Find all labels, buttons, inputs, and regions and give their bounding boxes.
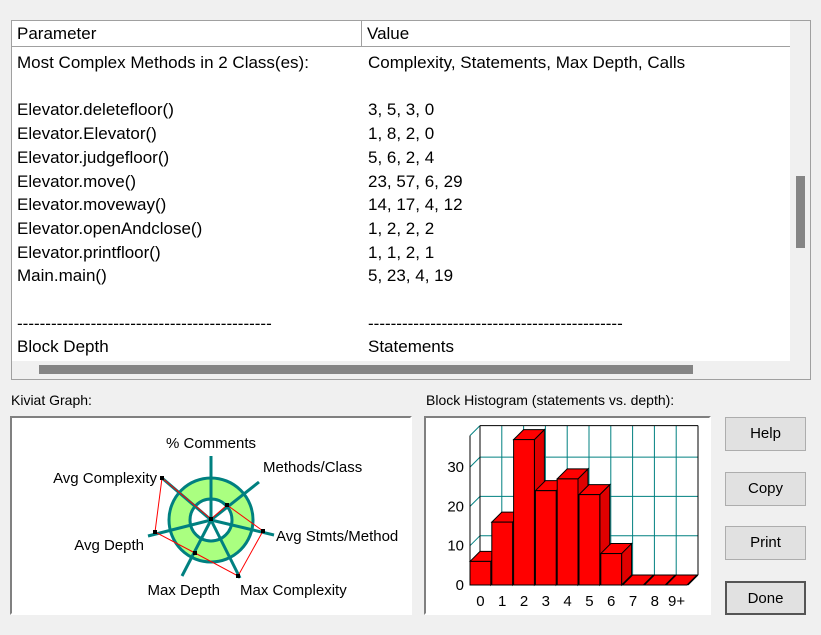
bar-top	[664, 574, 699, 586]
kiviat-point	[225, 503, 229, 507]
value-cell: Complexity, Statements, Max Depth, Calls	[368, 53, 686, 72]
y-tick-label: 30	[447, 459, 464, 476]
kiviat-point	[261, 529, 265, 533]
vertical-scrollbar[interactable]	[790, 21, 810, 361]
value-cell: 5, 6, 2, 4	[368, 147, 435, 167]
grid-line-side	[469, 535, 481, 547]
kiviat-point	[236, 574, 240, 578]
value-cell: 14, 17, 4, 12	[368, 195, 463, 215]
x-tick-label: 1	[498, 593, 506, 610]
kiviat-axis	[180, 519, 213, 577]
bar-top	[621, 574, 655, 586]
kiviat-point	[193, 551, 197, 555]
x-tick-label: 6	[607, 593, 615, 610]
value-cell: 23, 57, 6, 29	[368, 171, 463, 191]
kiviat-axis-label: Avg Depth	[74, 537, 144, 554]
value-cell: 3, 5, 3, 0	[368, 100, 435, 120]
done-button[interactable]: Done	[725, 581, 806, 615]
bar	[556, 478, 579, 586]
grid-line-side	[469, 496, 481, 507]
parameter-cell: Elevator.judgefloor()	[17, 147, 170, 167]
print-button[interactable]: Print	[725, 526, 806, 560]
grid-line-side	[469, 425, 481, 437]
parameter-cell: Elevator.Elevator()	[17, 124, 157, 144]
value-cell: 1, 1, 2, 1	[368, 242, 435, 262]
kiviat-axis-label: % Comments	[166, 435, 256, 452]
bar	[600, 553, 623, 586]
y-tick-label: 10	[447, 538, 464, 555]
floor-edge	[687, 574, 699, 586]
value-cell: Statements	[368, 337, 454, 357]
horizontal-scroll-thumb[interactable]	[39, 365, 693, 374]
copy-button[interactable]: Copy	[725, 472, 806, 506]
value-cell: 5, 23, 4, 19	[368, 266, 454, 286]
y-tick-label: 20	[447, 498, 464, 515]
kiviat-graph: % Comments Methods/Class Avg Stmts/Method M…	[10, 416, 412, 615]
kiviat-point	[153, 530, 157, 534]
column-header-parameter[interactable]: Parameter	[12, 21, 362, 47]
kiviat-axis-label: Max Depth	[147, 582, 220, 599]
kiviat-label: Kiviat Graph:	[11, 392, 92, 408]
parameter-cell: Main.main()	[17, 266, 107, 286]
kiviat-axis-label: Avg Stmts/Method	[276, 528, 398, 545]
x-tick-label: 2	[520, 593, 528, 610]
parameter-cell: Elevator.moveway()	[17, 195, 167, 215]
parameter-cell: ----------------------------------------…	[17, 313, 272, 333]
bar	[491, 521, 514, 586]
y-tick-label: 0	[456, 577, 464, 594]
histogram-label: Block Histogram (statements vs. depth):	[426, 392, 675, 408]
horizontal-scrollbar[interactable]	[12, 361, 792, 379]
x-tick-label: 7	[629, 593, 637, 610]
parameter-cell: Elevator.move()	[17, 171, 137, 191]
help-button[interactable]: Help	[725, 417, 806, 451]
parameter-cell: Elevator.printfloor()	[17, 242, 161, 262]
parameter-cell: Most Complex Methods in 2 Class(es):	[17, 53, 309, 72]
kiviat-svg: % Comments Methods/Class Avg Stmts/Method M…	[53, 435, 398, 599]
x-tick-label: 8	[651, 593, 659, 610]
kiviat-point	[209, 517, 213, 521]
bar	[513, 439, 535, 586]
x-tick-label: 3	[542, 593, 550, 610]
grid-line-side	[469, 456, 481, 468]
kiviat-axis-label: Avg Complexity	[53, 470, 157, 487]
scrollbar-corner	[790, 359, 810, 379]
bar-top	[643, 574, 677, 586]
kiviat-polygon	[154, 477, 264, 577]
x-tick-label: 4	[563, 593, 571, 610]
kiviat-axis-label: Methods/Class	[263, 459, 362, 476]
metrics-table[interactable]: Parameter Value Most Complex Methods in …	[11, 20, 811, 380]
value-cell: ----------------------------------------…	[368, 313, 623, 333]
bar	[534, 490, 557, 586]
value-cell: 1, 8, 2, 0	[368, 124, 435, 144]
parameter-cell: Elevator.openAndclose()	[17, 218, 203, 238]
x-tick-label: 0	[476, 593, 484, 610]
kiviat-axis-label: Max Complexity	[240, 582, 347, 599]
x-tick-label: 5	[585, 593, 593, 610]
parameter-cell: Block Depth	[17, 337, 109, 357]
kiviat-axis	[209, 519, 242, 579]
bar	[469, 560, 492, 586]
parameter-cell: Elevator.deletefloor()	[17, 100, 174, 120]
kiviat-axis	[210, 480, 260, 522]
bar	[578, 494, 601, 586]
column-header-value[interactable]: Value	[362, 21, 792, 47]
kiviat-point	[160, 476, 164, 480]
vertical-scroll-thumb[interactable]	[796, 176, 805, 248]
block-histogram: 0 1 2 3 4 5 6 7 8 9+ 0 10 20 30	[424, 416, 711, 615]
x-tick-label: 9+	[668, 593, 685, 610]
value-cell: 1, 2, 2, 2	[368, 218, 435, 238]
